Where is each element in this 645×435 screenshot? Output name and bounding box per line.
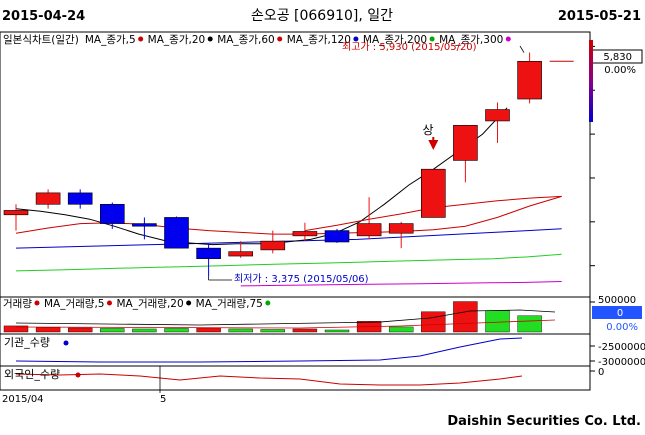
volume-bar	[389, 326, 414, 333]
volume-bar	[421, 311, 446, 333]
volume-bar	[164, 328, 189, 333]
legend-dot	[353, 36, 359, 42]
price-plot	[3, 45, 574, 287]
volume-legend-item: MA_거래량,5	[44, 298, 105, 310]
volume-bar	[100, 328, 125, 333]
current-price: 5,830	[603, 52, 632, 63]
price-panel-frame	[0, 31, 591, 298]
legend-dot	[429, 36, 435, 42]
volume-current-box	[592, 306, 642, 319]
candle-body	[164, 217, 189, 249]
candle-body	[35, 192, 61, 205]
ma-line-ma300	[240, 281, 562, 287]
candle-body	[356, 223, 382, 237]
foreign-flow-line	[15, 373, 523, 386]
volume-legend-dot	[265, 300, 271, 306]
candle-body	[3, 210, 29, 216]
institution-legend-dot	[63, 340, 69, 346]
legend-dot	[138, 36, 144, 42]
ma-line-ma60	[15, 195, 562, 235]
change-percent: 0.00%	[604, 65, 636, 76]
volume-change: 0.00%	[606, 322, 638, 333]
candle-body	[67, 192, 93, 205]
foreign-tick: 0	[598, 367, 604, 378]
flow-plots	[15, 337, 595, 393]
institution-tick-1: -2500000	[598, 342, 645, 353]
legend-item: MA_종가,120	[287, 34, 351, 46]
candle-body	[324, 230, 350, 243]
low-price-label: 최저가 : 3,375 (2015/05/06)	[234, 273, 369, 285]
high-price-leader	[519, 45, 525, 53]
legend-item: MA_종가,60	[217, 34, 275, 46]
volume-bar	[132, 328, 157, 333]
volume-bar	[35, 327, 61, 333]
foreign-label: 외국인_수량	[4, 368, 60, 381]
candle-body	[228, 251, 253, 257]
candle-body	[132, 223, 157, 227]
candle-body	[453, 125, 478, 161]
volume-current: 0	[617, 308, 623, 319]
signal-label: 상	[422, 123, 433, 137]
volume-bar	[196, 327, 221, 333]
volume-bar	[292, 328, 318, 333]
candle-body	[388, 223, 414, 234]
volume-bar	[3, 325, 29, 333]
candle-body	[517, 60, 542, 100]
brand-footer: Daishin Securities Co. Ltd.	[447, 414, 641, 429]
candle-body	[260, 240, 286, 251]
institution-label: 기관_수량	[4, 336, 50, 349]
legend-dot	[277, 36, 283, 42]
volume-legend-item: 거래량	[3, 298, 32, 310]
volume-legend-item: MA_거래량,75	[196, 298, 263, 310]
volume-bar	[228, 328, 253, 333]
price-scale-bar	[589, 40, 593, 122]
foreign-panel-frame	[0, 365, 591, 391]
signal-arrow	[428, 140, 439, 150]
volume-bar	[485, 310, 510, 333]
legend-item: MA_종가,300	[439, 34, 503, 46]
volume-legend-dot	[106, 300, 112, 306]
volume-bar	[260, 329, 285, 333]
volume-legend-dot	[186, 300, 192, 306]
candle-body	[196, 247, 221, 259]
ma-line-ma200	[15, 253, 562, 272]
volume-bar	[453, 301, 478, 333]
volume-plot	[3, 301, 595, 333]
volume-bar	[67, 327, 93, 333]
legend-dot	[505, 36, 511, 42]
volume-bar	[324, 329, 350, 333]
legend-item: 일본식차트(일간)	[3, 33, 79, 46]
candle-body	[420, 168, 446, 218]
end-date: 2015-05-21	[558, 9, 641, 24]
candle-body	[292, 231, 318, 237]
institution-flow-line	[15, 337, 523, 363]
volume-ma5-line	[15, 319, 556, 329]
legend-item: MA_종가,20	[148, 34, 206, 46]
institution-tick-2: -3000000	[598, 357, 645, 368]
price-legend: 일본식차트(일간) MA_종가,5 MA_종가,20 MA_종가,60 MA_종가,12…	[3, 33, 511, 46]
volume-legend: 거래량 MA_거래량,5 MA_거래량,20 MA_거래량,75	[3, 298, 271, 310]
legend-item: MA_종가,5	[85, 34, 136, 46]
volume-legend-dot	[34, 300, 40, 306]
start-date: 2015-04-24	[2, 9, 85, 24]
x-label-month: 2015/04	[2, 394, 44, 405]
volume-ma-line	[15, 309, 556, 326]
ma-line-ma120	[15, 228, 562, 249]
volume-tick: 500000	[598, 295, 636, 306]
high-price-label: 최고가 : 5,930 (2015/05/20)	[342, 41, 477, 53]
legend-dot	[207, 36, 213, 42]
candle-body	[100, 203, 125, 224]
x-label-may: 5	[160, 394, 166, 405]
volume-bar	[517, 315, 542, 333]
volume-legend-item: MA_거래량,20	[116, 298, 183, 310]
candle-body	[485, 109, 510, 122]
legend-item: MA_종가,200	[363, 34, 427, 46]
chart-title: 손오공 [066910], 일간	[251, 8, 393, 24]
